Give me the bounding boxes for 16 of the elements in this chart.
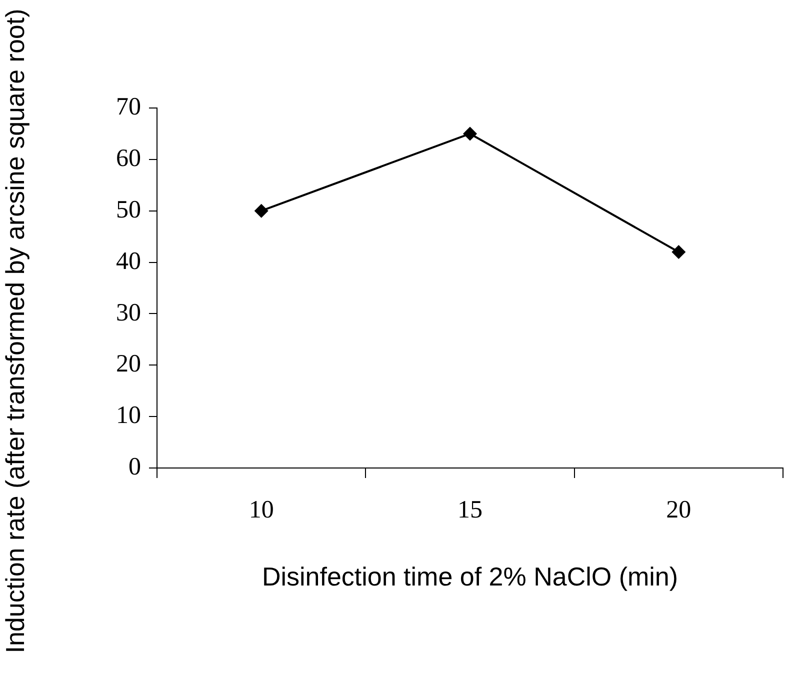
y-tick-label: 70 bbox=[116, 94, 141, 121]
y-tick-label: 40 bbox=[116, 248, 141, 275]
point bbox=[463, 126, 477, 141]
y-tick-label: 0 bbox=[128, 454, 141, 481]
point bbox=[254, 204, 268, 218]
y-tick-label: 30 bbox=[116, 299, 141, 326]
x-axis-title: Disinfection time of 2% NaClO (min) bbox=[262, 562, 678, 592]
y-tick-label: 10 bbox=[116, 402, 141, 430]
y-tick-label: 60 bbox=[116, 144, 141, 172]
x-tick-label: 10 bbox=[248, 496, 274, 524]
point bbox=[672, 245, 686, 259]
x-tick-label: 20 bbox=[666, 496, 692, 524]
y-tick-label: 20 bbox=[116, 350, 141, 378]
x-tick-label: 15 bbox=[458, 496, 482, 524]
y-tick-label: 50 bbox=[116, 196, 141, 224]
y-axis-title: Induction rate (after transformed by arcsine square root) bbox=[0, 8, 31, 656]
